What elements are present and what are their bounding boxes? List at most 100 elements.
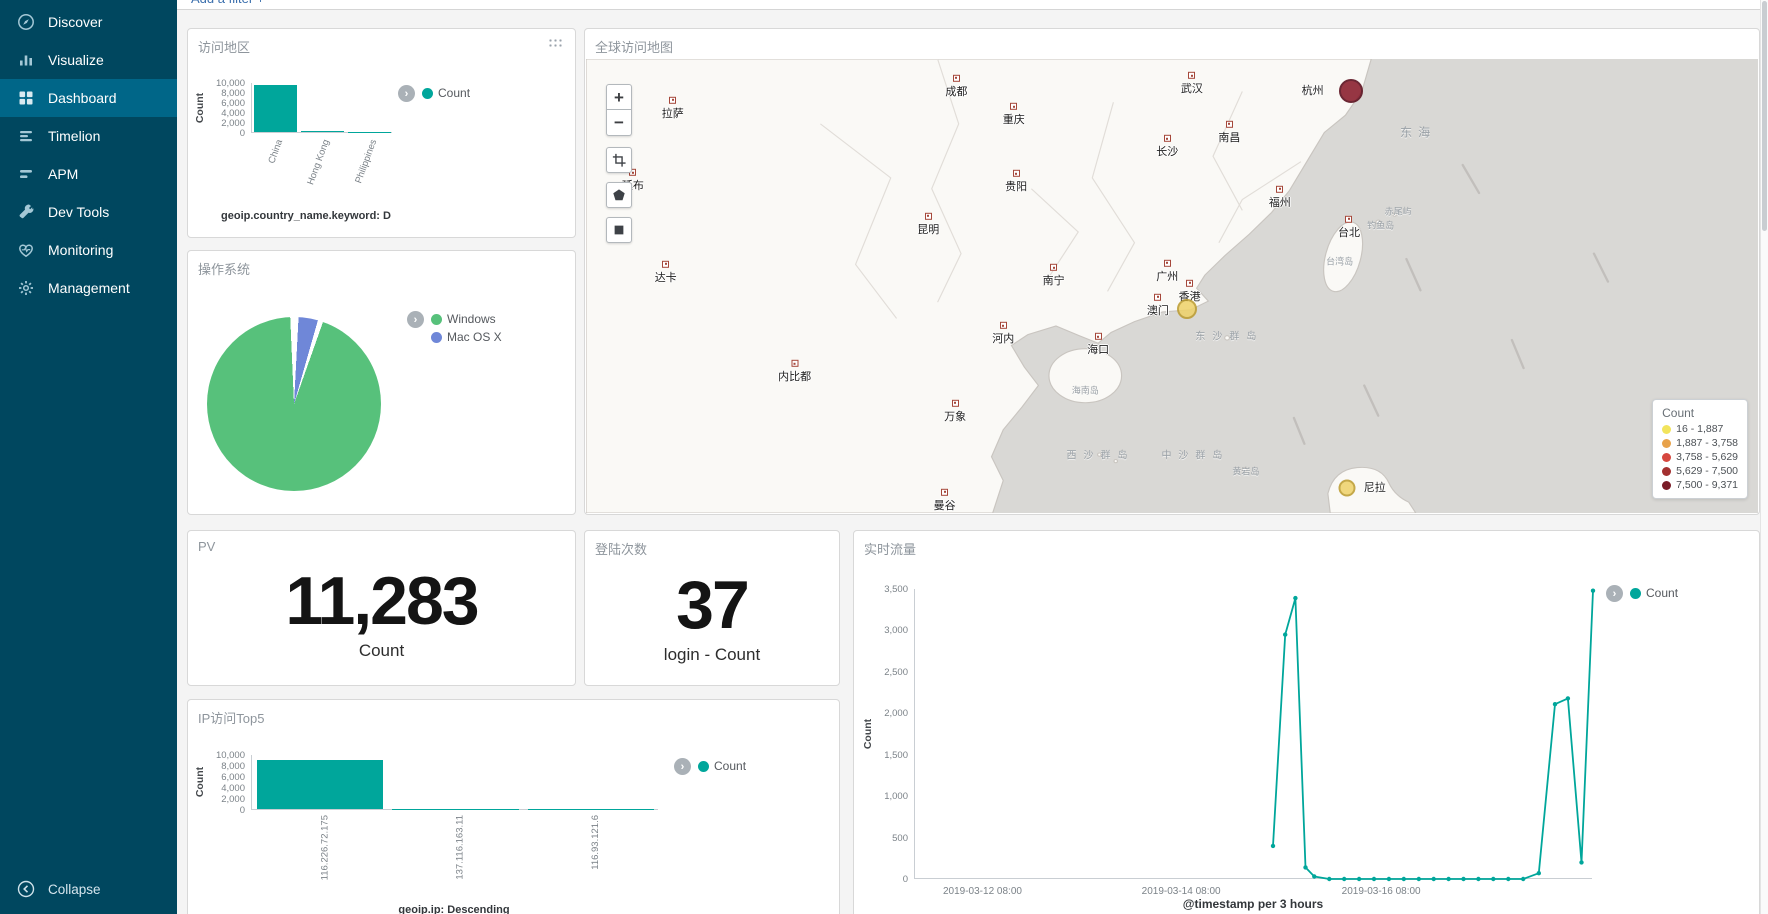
map-city-label: 昆明: [917, 223, 940, 236]
map-legend-row: 1,887 - 3,758: [1662, 437, 1738, 449]
bar-116.226.72.175[interactable]: [256, 760, 383, 809]
sidebar-collapse-button[interactable]: Collapse: [0, 870, 177, 908]
map-legend-row: 7,500 - 9,371: [1662, 479, 1738, 491]
discover-icon: [16, 12, 36, 32]
sidebar-item-timelion[interactable]: Timelion: [0, 117, 177, 155]
map-city-marker-icon: [791, 359, 799, 367]
map-city-marker-icon: [1163, 259, 1171, 267]
panel-title: IP访问Top5: [198, 711, 265, 726]
map-fit-bounds-button[interactable]: [606, 147, 632, 173]
sidebar-item-dashboard[interactable]: Dashboard: [0, 79, 177, 117]
map-zoom-in-button[interactable]: +: [606, 84, 632, 110]
x-axis-label: geoip.country_name.keyword: D: [221, 210, 391, 222]
map-city: 长沙: [1156, 135, 1178, 159]
map-city: 福州: [1268, 185, 1291, 210]
map-city-label: 达卡: [654, 271, 677, 284]
timelion-icon: [16, 126, 36, 146]
map-sea-label: 台湾岛: [1326, 256, 1354, 267]
pie-chart[interactable]: [207, 317, 381, 491]
map-sea-label: 钓鱼岛: [1367, 220, 1395, 231]
map-city-label: 拉萨: [661, 107, 684, 120]
plot-area: [251, 755, 658, 810]
x-tick-label: 2019-03-12 08:00: [942, 886, 1022, 897]
map-sea-label: 西沙群岛: [1066, 450, 1135, 462]
map-city-label: 武汉: [1180, 83, 1203, 96]
map-city: 台北: [1338, 215, 1360, 240]
legend-item[interactable]: Count: [698, 759, 746, 773]
legend-item[interactable]: Windows: [431, 312, 502, 326]
map-city-label: 长沙: [1156, 146, 1179, 159]
map-city-label: 曼谷: [933, 499, 956, 512]
map-count-bubble[interactable]: [1339, 78, 1364, 103]
y-tick-label: 6,000: [221, 772, 245, 783]
metric-value: 37: [676, 567, 750, 643]
map-legend-row: 3,758 - 5,629: [1662, 451, 1738, 463]
panel-options-icon[interactable]: [548, 38, 563, 48]
sidebar-item-visualize[interactable]: Visualize: [0, 41, 177, 79]
map-rectangle-filter-button[interactable]: [606, 217, 632, 243]
sidebar-item-dev-tools[interactable]: Dev Tools: [0, 193, 177, 231]
legend-color-dot: [1662, 480, 1672, 490]
map-legend-row: 16 - 1,887: [1662, 423, 1738, 435]
vertical-scrollbar[interactable]: [1760, 0, 1768, 914]
y-tick-label: 10,000: [215, 750, 245, 761]
add-filter-link[interactable]: Add a filter +: [191, 0, 264, 6]
map-city-marker-icon: [662, 260, 670, 268]
legend-toggle-icon[interactable]: ›: [674, 758, 691, 775]
chart-legend: › Count: [674, 758, 746, 775]
map-polygon-filter-button[interactable]: [606, 182, 632, 208]
map-controls: + −: [606, 84, 632, 243]
traffic-line-series: [1270, 588, 1596, 882]
map-zoom-out-button[interactable]: −: [606, 110, 632, 136]
y-tick-label: 2,000: [884, 708, 908, 720]
map-city: 河内: [992, 322, 1014, 346]
map-city-marker-icon: [1186, 279, 1194, 287]
sidebar-item-label: Management: [48, 280, 130, 296]
chart-legend: › Windows Mac OS X: [407, 311, 502, 344]
map-city-label: 福州: [1268, 196, 1291, 209]
y-tick-label: 2,500: [884, 666, 908, 678]
sidebar-item-discover[interactable]: Discover: [0, 3, 177, 41]
legend-item[interactable]: Count: [1630, 586, 1678, 600]
legend-item[interactable]: Mac OS X: [431, 330, 502, 344]
rectangle-icon: [614, 225, 624, 235]
map-city-marker-icon: [1050, 264, 1058, 272]
legend-toggle-icon[interactable]: ›: [407, 311, 424, 328]
map-city-marker-icon: [952, 74, 960, 82]
sidebar-item-label: Monitoring: [48, 242, 114, 258]
sidebar-item-monitoring[interactable]: Monitoring: [0, 231, 177, 269]
map-city-marker-icon: [1010, 103, 1018, 111]
x-tick-label: 116.226.72.175: [318, 815, 330, 881]
map-city-label: 海口: [1087, 344, 1110, 357]
map-canvas[interactable]: + − 东海 赤尾屿 钓鱼岛 台湾岛 海南岛 东沙群岛 西沙群岛 中沙群岛 黄岩岛 成都 武汉 杭州拉…: [586, 59, 1758, 513]
x-tick-label: Philippines: [352, 138, 379, 185]
bar-China[interactable]: [253, 85, 298, 132]
map-city: 广州: [1156, 259, 1178, 284]
map-city-marker-icon: [669, 96, 677, 104]
legend-toggle-icon[interactable]: ›: [398, 85, 415, 102]
legend-color-dot: [1662, 466, 1672, 476]
map-city-marker-icon: [1163, 135, 1171, 143]
map-count-bubble[interactable]: [1338, 479, 1356, 497]
legend-color-dot: [1662, 452, 1672, 462]
scrollbar-thumb[interactable]: [1762, 1, 1767, 231]
map-city: 海口: [1087, 333, 1109, 357]
sidebar-item-apm[interactable]: APM: [0, 155, 177, 193]
crop-icon: [612, 153, 626, 167]
metric-value: 11,283: [285, 563, 479, 639]
y-tick-label: 1,000: [884, 791, 908, 803]
x-axis-label: @timestamp per 3 hours: [1182, 897, 1324, 911]
sidebar-item-management[interactable]: Management: [0, 269, 177, 307]
map-city-marker-icon: [1276, 185, 1284, 193]
map-city-marker-icon: [1345, 215, 1353, 223]
legend-item[interactable]: Count: [422, 86, 470, 100]
map-city: 澳门: [1147, 293, 1169, 318]
map-count-bubble[interactable]: [1177, 298, 1198, 319]
y-tick-label: 2,000: [221, 118, 245, 129]
map-city-marker-icon: [1188, 72, 1196, 80]
bar-Hong Kong[interactable]: [300, 131, 345, 132]
y-tick-label: 0: [902, 874, 908, 885]
legend-toggle-icon[interactable]: ›: [1606, 585, 1623, 602]
map-city-label: 万象: [944, 410, 967, 423]
y-tick-label: 8,000: [221, 88, 245, 99]
